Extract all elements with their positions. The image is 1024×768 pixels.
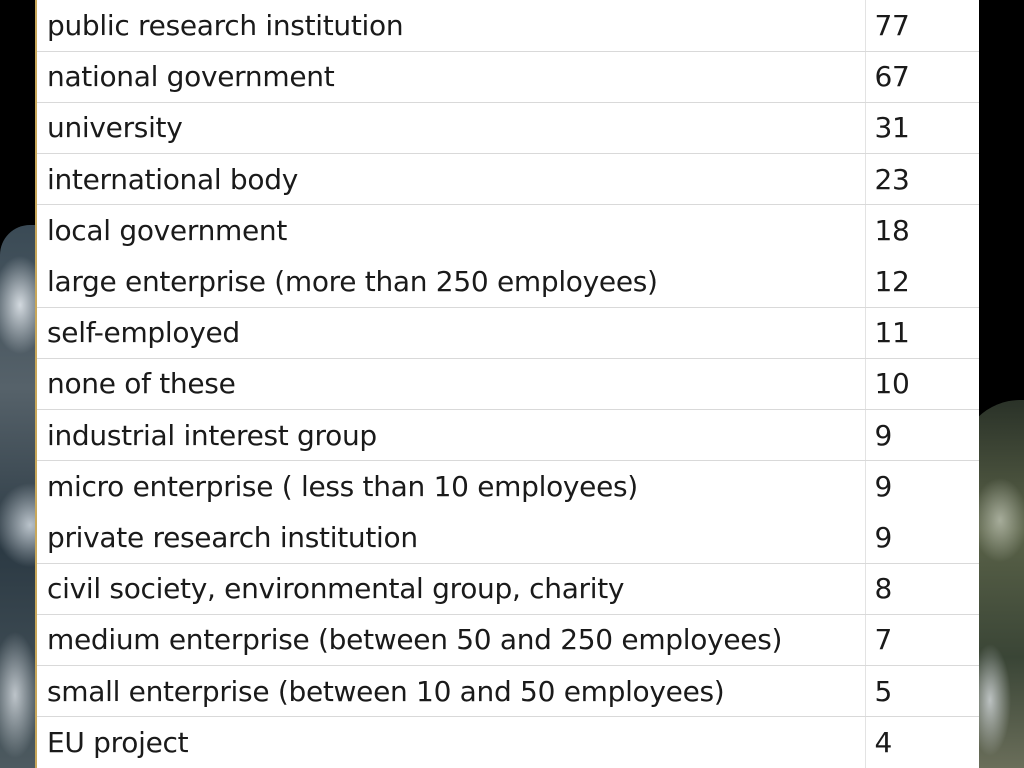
table-row: industrial interest group 9 xyxy=(37,409,979,462)
table-row: small enterprise (between 10 and 50 empl… xyxy=(37,665,979,718)
row-value: 10 xyxy=(864,358,979,411)
row-label: EU project xyxy=(47,725,189,759)
row-label: large enterprise (more than 250 employee… xyxy=(37,255,865,308)
row-label: medium enterprise (between 50 and 250 em… xyxy=(37,614,865,666)
row-value: 5 xyxy=(864,665,979,718)
row-label: self-employed xyxy=(37,307,865,359)
row-label: industrial interest group xyxy=(37,409,865,462)
table-row: public research institution 77 xyxy=(37,0,979,52)
table-row: large enterprise (more than 250 employee… xyxy=(37,255,979,308)
table-row: local government 18 xyxy=(37,204,979,256)
row-value: 9 xyxy=(864,511,979,564)
data-table: public research institution 77 national … xyxy=(37,0,979,768)
row-value: 9 xyxy=(864,460,979,512)
row-value: 7 xyxy=(864,614,979,666)
row-label: none of these xyxy=(37,358,865,411)
row-label: local government xyxy=(47,214,288,248)
row-label: private research institution xyxy=(37,511,865,564)
row-value: 9 xyxy=(864,409,979,462)
row-value: 67 xyxy=(864,51,979,103)
table-row: micro enterprise ( less than 10 employee… xyxy=(37,460,979,512)
row-value: 8 xyxy=(864,563,979,615)
row-label: public research institution xyxy=(37,0,865,52)
row-value: 23 xyxy=(864,153,979,206)
row-label: small enterprise (between 10 and 50 empl… xyxy=(37,665,865,718)
row-label: international body xyxy=(37,153,865,206)
table-row: university 31 xyxy=(37,102,979,155)
row-value: 31 xyxy=(864,102,979,155)
row-label: civil society, environmental group, char… xyxy=(37,563,865,615)
row-label: national government xyxy=(37,51,865,103)
row-value: 77 xyxy=(864,0,979,52)
table-row: private research institution 9 xyxy=(37,511,979,564)
row-value: 11 xyxy=(864,307,979,359)
row-label: micro enterprise ( less than 10 employee… xyxy=(47,470,638,504)
row-value: 12 xyxy=(864,255,979,308)
row-value: 4 xyxy=(864,716,979,768)
table-row: international body 23 xyxy=(37,153,979,206)
table-row: medium enterprise (between 50 and 250 em… xyxy=(37,614,979,666)
row-label: university xyxy=(37,102,865,155)
table-row: civil society, environmental group, char… xyxy=(37,563,979,615)
table-row: none of these 10 xyxy=(37,358,979,411)
row-value: 18 xyxy=(864,204,979,256)
table-body: public research institution 77 national … xyxy=(37,0,979,768)
data-table-container: public research institution 77 national … xyxy=(35,0,979,768)
table-row: self-employed 11 xyxy=(37,307,979,359)
table-row: EU project 4 xyxy=(37,716,979,768)
table-row: national government 67 xyxy=(37,51,979,103)
